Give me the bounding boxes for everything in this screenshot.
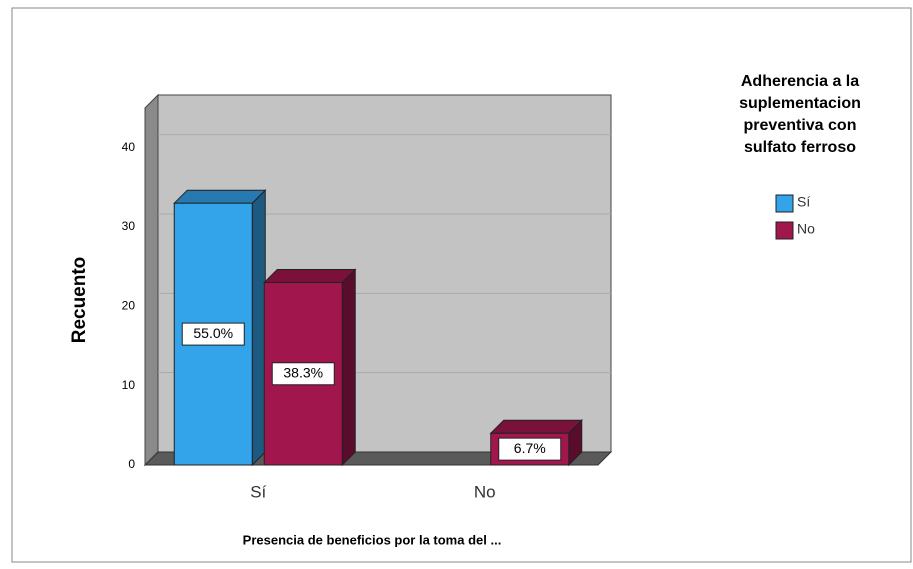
legend-title-lines: Adherencia a la suplementacion preventiva … xyxy=(739,73,861,156)
bar-top xyxy=(263,269,357,284)
y-tick-label: 0 xyxy=(128,457,135,471)
data-label-box xyxy=(271,362,335,386)
x-tick-label: Sí xyxy=(250,482,266,501)
legend-label: Sí xyxy=(797,194,810,210)
x-tick-label: No xyxy=(474,482,496,501)
data-label: 38.3% xyxy=(283,364,323,380)
legend-swatch xyxy=(775,221,794,240)
legend-label: No xyxy=(797,221,815,237)
data-label: 6.7% xyxy=(514,440,546,456)
data-label-box xyxy=(181,322,245,346)
y-tick-label: 40 xyxy=(122,140,136,154)
left-wall xyxy=(144,93,159,467)
data-label: 55.0% xyxy=(193,325,233,341)
bar-side xyxy=(341,268,356,467)
y-tick-label: 20 xyxy=(122,299,136,313)
legend-swatch xyxy=(775,194,794,213)
y-axis-label: Recuento xyxy=(69,257,90,344)
bar-side xyxy=(251,188,266,467)
bar-top xyxy=(489,419,583,434)
bar-top xyxy=(173,189,267,204)
data-label-box xyxy=(498,437,562,461)
x-axis-label: Presencia de beneficios por la toma del … xyxy=(243,532,502,547)
y-tick-label: 30 xyxy=(122,219,136,233)
y-tick-label: 10 xyxy=(122,378,136,392)
